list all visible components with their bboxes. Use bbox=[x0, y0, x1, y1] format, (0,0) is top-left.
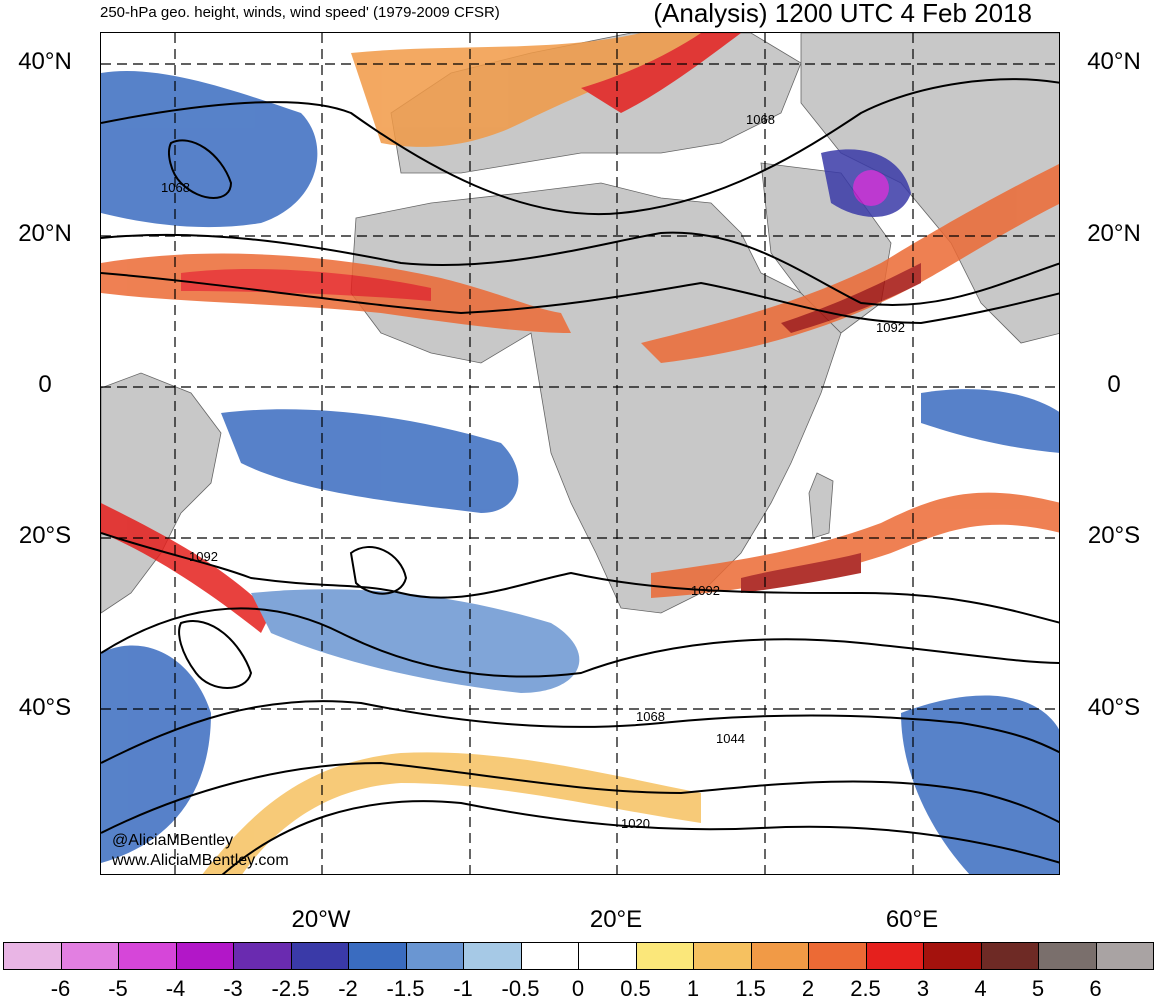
colorbar-tick-label: -3 bbox=[223, 976, 243, 1001]
land-southamerica bbox=[101, 372, 222, 614]
jet-southern-ocean bbox=[202, 752, 701, 874]
colorbar-swatch bbox=[233, 942, 292, 970]
map-title-left: 250-hPa geo. height, winds, wind speed' … bbox=[100, 4, 500, 21]
colorbar-tick-label: 1 bbox=[686, 976, 700, 1001]
colorbar-swatch bbox=[980, 942, 1039, 970]
colorbar-tick-label: -2 bbox=[338, 976, 358, 1001]
contour-label: 1068 bbox=[746, 112, 775, 127]
lon-label-60e: 60°E bbox=[885, 906, 939, 933]
colorbar-swatch bbox=[290, 942, 349, 970]
jet-arabia bbox=[641, 164, 1059, 363]
contour-label: 1044 bbox=[716, 731, 745, 746]
colorbar-swatch bbox=[635, 942, 694, 970]
jet-north-atlantic-core bbox=[181, 268, 431, 301]
colorbar-swatch bbox=[1038, 942, 1097, 970]
blue-southeast bbox=[901, 695, 1059, 874]
lat-label-20n-left: 20°N bbox=[18, 220, 72, 247]
credit-handle: @AliciaMBentley bbox=[112, 832, 234, 849]
map-title-right: (Analysis) 1200 UTC 4 Feb 2018 bbox=[653, 0, 1032, 28]
colorbar-swatch bbox=[923, 942, 982, 970]
colorbar-swatch bbox=[348, 942, 407, 970]
colorbar-tick-label: 5 bbox=[1031, 976, 1045, 1001]
lat-label-20n-right: 20°N bbox=[1087, 220, 1141, 247]
colorbar-swatch bbox=[175, 942, 234, 970]
lat-label-20s-left: 20°S bbox=[18, 522, 72, 549]
contour-cutoff-small bbox=[349, 546, 408, 595]
contour-line-5 bbox=[101, 607, 1059, 678]
lat-label-20s-right: 20°S bbox=[1087, 522, 1141, 549]
jet-europe-core bbox=[581, 33, 741, 113]
colorbar-swatch bbox=[578, 942, 637, 970]
colorbar-tick-label: -2.5 bbox=[271, 976, 310, 1001]
lat-label-40n-right: 40°N bbox=[1087, 48, 1141, 75]
colorbar-tick-label: 2 bbox=[801, 976, 815, 1001]
blue-tropical-atlantic bbox=[221, 409, 519, 513]
contour-label: 1092 bbox=[691, 583, 720, 598]
colorbar-swatch bbox=[60, 942, 119, 970]
blue-eq-indian bbox=[921, 389, 1059, 453]
colorbar-tick-label: 6 bbox=[1089, 976, 1102, 1001]
contour-label: 1068 bbox=[161, 180, 190, 195]
contour-line-6 bbox=[101, 700, 1059, 764]
blue-south-atlantic bbox=[251, 589, 580, 693]
colorbar-tick-label: 4 bbox=[974, 976, 987, 1001]
jet-europe bbox=[351, 33, 721, 147]
colorbar-tick-label: 0 bbox=[571, 976, 585, 1001]
anomaly-shading bbox=[101, 33, 1059, 874]
colorbar-swatch bbox=[1095, 942, 1154, 970]
colorbar-tick-label: -5 bbox=[108, 976, 128, 1001]
lat-label-eq-left: 0 bbox=[38, 371, 52, 398]
blue-north-atlantic bbox=[101, 71, 318, 228]
blue-southwest bbox=[101, 645, 211, 863]
contour-line-2 bbox=[101, 231, 1059, 306]
colorbar-tick-label: -4 bbox=[165, 976, 186, 1001]
jet-south-indian-core bbox=[741, 553, 861, 593]
lon-label-20w: 20°W bbox=[291, 906, 351, 933]
height-contours bbox=[101, 78, 1059, 874]
colorbar-swatch bbox=[808, 942, 867, 970]
colorbar-tick-label: 2.5 bbox=[850, 976, 881, 1001]
colorbar-swatch bbox=[118, 942, 177, 970]
jet-south-indian bbox=[651, 492, 1059, 598]
contour-line-8 bbox=[221, 800, 1059, 874]
lat-label-eq-right: 0 bbox=[1107, 371, 1121, 398]
contour-line-1 bbox=[101, 78, 1059, 216]
purple-arabian-core bbox=[853, 170, 889, 206]
colorbar-swatch bbox=[750, 942, 809, 970]
lat-label-40s-right: 40°S bbox=[1087, 694, 1141, 721]
contour-label: 1092 bbox=[876, 320, 905, 335]
credit-website: www.AliciaMBentley.com bbox=[112, 852, 289, 869]
grid-lines bbox=[101, 33, 1059, 874]
contour-labels: 1068 1068 1092 1092 1092 1068 1044 1020 bbox=[161, 112, 905, 831]
colorbar-tick-label: 0.5 bbox=[620, 976, 651, 1001]
colorbar-swatch bbox=[463, 942, 522, 970]
colorbar-swatch bbox=[3, 942, 62, 970]
contour-label: 1020 bbox=[621, 816, 650, 831]
colorbar-tick-label: 3 bbox=[916, 976, 930, 1001]
colorbar-swatch bbox=[405, 942, 464, 970]
contour-line-3 bbox=[101, 272, 1059, 325]
colorbar-tick-label: 1.5 bbox=[735, 976, 766, 1001]
colorbar-swatch bbox=[520, 942, 579, 970]
lon-label-20e: 20°E bbox=[589, 906, 643, 933]
contour-label: 1068 bbox=[636, 709, 665, 724]
map-panel: 1068 1068 1092 1092 1092 1068 1044 1020 bbox=[100, 32, 1060, 875]
land-africa bbox=[350, 182, 842, 614]
contour-label: 1092 bbox=[189, 549, 218, 564]
lat-label-40n-left: 40°N bbox=[18, 48, 72, 75]
contour-cutoff-southatlantic bbox=[178, 620, 253, 689]
map-graphic: 1068 1068 1092 1092 1092 1068 1044 1020 bbox=[101, 33, 1059, 874]
colorbar-tick-label: -0.5 bbox=[501, 976, 540, 1001]
colorbar-tick-label: -6 bbox=[50, 976, 71, 1001]
colorbar-swatch bbox=[865, 942, 924, 970]
colorbar-tick-label: -1 bbox=[453, 976, 473, 1001]
contour-line-7 bbox=[101, 761, 1059, 834]
jet-south-atlantic bbox=[101, 503, 271, 633]
contour-line-4 bbox=[101, 532, 1059, 624]
contour-cutoff-atlantic bbox=[168, 139, 233, 199]
colorbar-swatch bbox=[693, 942, 752, 970]
lat-label-40s-left: 40°S bbox=[18, 694, 72, 721]
land-madagascar bbox=[808, 472, 834, 539]
colorbar-tick-label: -1.5 bbox=[386, 976, 425, 1001]
